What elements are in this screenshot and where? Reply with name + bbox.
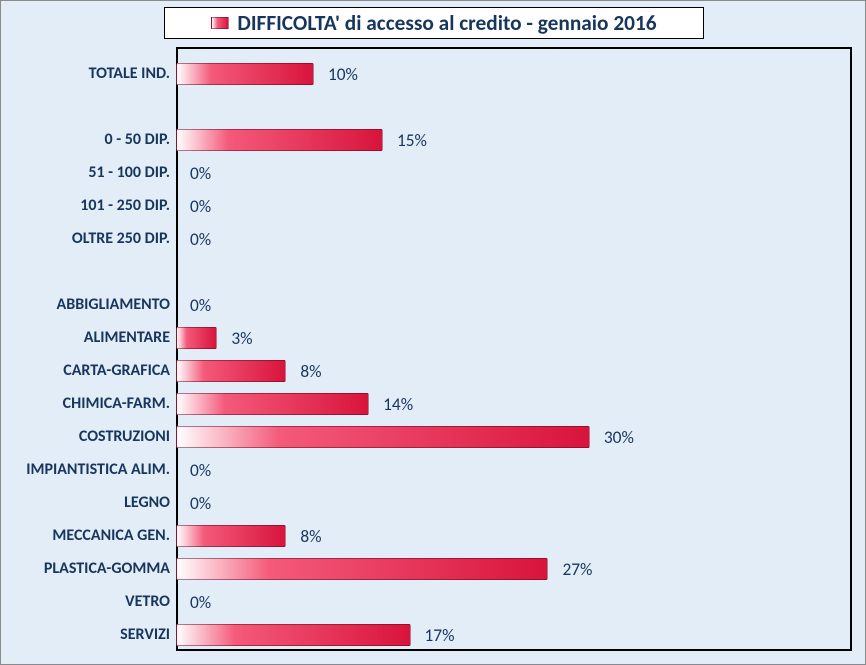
chart-row: IMPIANTISTICA ALIM. 0%	[1, 453, 865, 486]
bar	[176, 525, 286, 547]
bar-track: 0%	[176, 288, 865, 321]
chart-title-legend: DIFFICOLTA' di accesso al credito - genn…	[164, 7, 704, 39]
value-label: 0%	[190, 591, 211, 613]
category-label: VETRO	[1, 592, 176, 611]
chart-row: LEGNO 0%	[1, 486, 865, 519]
chart-row: CHIMICA-FARM. 14%	[1, 387, 865, 420]
bar-track: 8%	[176, 519, 865, 552]
bar-track: 8%	[176, 354, 865, 387]
chart-container: DIFFICOLTA' di accesso al credito - genn…	[0, 0, 866, 665]
value-label: 3%	[231, 327, 252, 349]
chart-row: PLASTICA-GOMMA 27%	[1, 552, 865, 585]
chart-row: 51 - 100 DIP. 0%	[1, 156, 865, 189]
chart-row: COSTRUZIONI 30%	[1, 420, 865, 453]
bar-fill	[176, 63, 314, 85]
bar-track: 0%	[176, 189, 865, 222]
value-label: 14%	[383, 393, 413, 415]
category-label: ALIMENTARE	[1, 328, 176, 347]
chart-row: ALIMENTARE 3%	[1, 321, 865, 354]
category-label: IMPIANTISTICA ALIM.	[1, 460, 176, 479]
value-label: 0%	[190, 162, 211, 184]
bar	[176, 63, 314, 85]
bar-fill	[176, 525, 286, 547]
bar-track: 15%	[176, 123, 865, 156]
bar	[176, 360, 286, 382]
chart-row: 0 - 50 DIP. 15%	[1, 123, 865, 156]
legend-marker	[211, 17, 229, 29]
chart-row: 101 - 250 DIP. 0%	[1, 189, 865, 222]
bar-fill	[176, 558, 548, 580]
value-label: 0%	[190, 492, 211, 514]
chart-row: VETRO 0%	[1, 585, 865, 618]
chart-row: MECCANICA GEN. 8%	[1, 519, 865, 552]
bar-track: 14%	[176, 387, 865, 420]
chart-row: SERVIZI 17%	[1, 618, 865, 651]
value-label: 8%	[300, 360, 321, 382]
bar-fill	[176, 360, 286, 382]
category-label: MECCANICA GEN.	[1, 526, 176, 545]
bar	[176, 426, 590, 448]
category-label: PLASTICA-GOMMA	[1, 559, 176, 578]
category-label: LEGNO	[1, 493, 176, 512]
chart-row: CARTA-GRAFICA 8%	[1, 354, 865, 387]
bar-track: 0%	[176, 486, 865, 519]
value-label: 30%	[604, 426, 634, 448]
bar-track: 0%	[176, 453, 865, 486]
bar	[176, 129, 383, 151]
chart-title-text: DIFFICOLTA' di accesso al credito - genn…	[237, 10, 656, 36]
bar-track: 0%	[176, 156, 865, 189]
bar-track: 30%	[176, 420, 865, 453]
value-label: 0%	[190, 294, 211, 316]
bar-fill	[176, 624, 411, 646]
bar-fill	[176, 426, 590, 448]
bar	[176, 624, 411, 646]
bar-track: 3%	[176, 321, 865, 354]
category-label: CHIMICA-FARM.	[1, 394, 176, 413]
bar	[176, 393, 369, 415]
value-label: 17%	[425, 624, 455, 646]
category-label: 101 - 250 DIP.	[1, 196, 176, 215]
bar-fill	[176, 327, 217, 349]
category-label: 0 - 50 DIP.	[1, 130, 176, 149]
bar-track: 10%	[176, 57, 865, 90]
value-label: 0%	[190, 459, 211, 481]
category-label: ABBIGLIAMENTO	[1, 295, 176, 314]
chart-row: OLTRE 250 DIP. 0%	[1, 222, 865, 255]
category-label: CARTA-GRAFICA	[1, 361, 176, 380]
bar-track: 0%	[176, 585, 865, 618]
category-label: SERVIZI	[1, 625, 176, 644]
value-label: 0%	[190, 228, 211, 250]
bar-fill	[176, 129, 383, 151]
bar-fill	[176, 393, 369, 415]
chart-row: TOTALE IND. 10%	[1, 57, 865, 90]
bar	[176, 327, 217, 349]
value-label: 8%	[300, 525, 321, 547]
category-label: OLTRE 250 DIP.	[1, 229, 176, 248]
category-label: COSTRUZIONI	[1, 427, 176, 446]
bar-track: 0%	[176, 222, 865, 255]
value-label: 0%	[190, 195, 211, 217]
bar	[176, 558, 548, 580]
category-label: TOTALE IND.	[1, 64, 176, 83]
value-label: 15%	[397, 129, 427, 151]
chart-row: ABBIGLIAMENTO 0%	[1, 288, 865, 321]
value-label: 27%	[562, 558, 592, 580]
bar-track: 17%	[176, 618, 865, 651]
category-label: 51 - 100 DIP.	[1, 163, 176, 182]
value-label: 10%	[328, 63, 358, 85]
bar-track: 27%	[176, 552, 865, 585]
